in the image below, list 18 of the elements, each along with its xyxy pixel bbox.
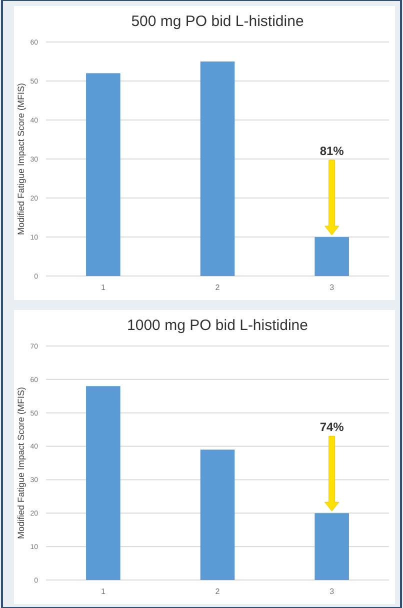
bar: [314, 237, 349, 276]
bar: [86, 73, 120, 276]
annotation: 74%: [320, 420, 344, 434]
bar: [86, 386, 120, 580]
bar: [200, 450, 235, 580]
y-axis-title: Modified Fatigue Impact Score (MFIS): [16, 82, 26, 236]
x-tick-label: 3: [330, 283, 335, 292]
x-tick-label: 1: [100, 587, 106, 596]
chart-title: 1000 mg PO bid L-histidine: [127, 317, 308, 334]
x-tick-label: 1: [100, 283, 106, 292]
y-axis-title: Modified Fatigue Impact Score (MFIS): [16, 386, 26, 540]
x-tick-label: 2: [215, 283, 220, 292]
bar: [314, 513, 349, 580]
bar: [200, 62, 235, 276]
annotation: 81%: [320, 144, 344, 158]
x-tick-label: 2: [215, 587, 220, 596]
x-tick-label: 3: [330, 587, 335, 596]
chart-title: 500 mg PO bid L-histidine: [131, 13, 304, 30]
